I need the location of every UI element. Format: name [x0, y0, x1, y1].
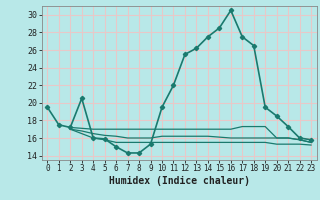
X-axis label: Humidex (Indice chaleur): Humidex (Indice chaleur)	[109, 176, 250, 186]
